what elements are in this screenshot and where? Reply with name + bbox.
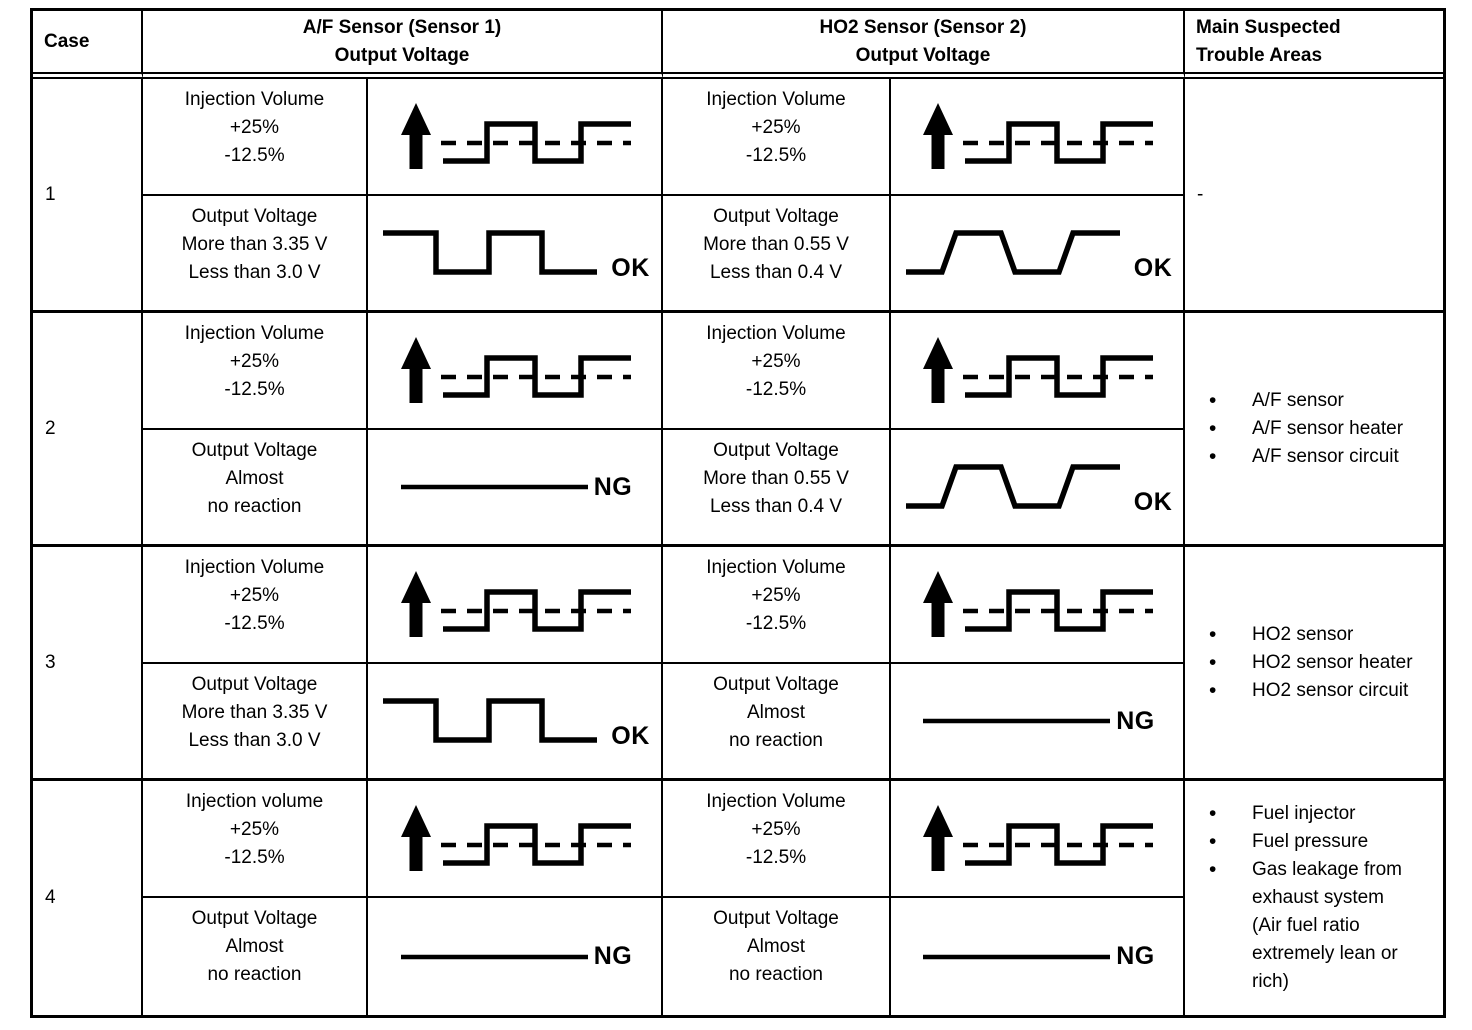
ho2-injection-waveform-case-3 <box>891 547 1185 664</box>
af-injection-label-case-1: Injection Volume +25% -12.5% <box>143 79 368 196</box>
af-output-label-case-2: Output Voltage Almost no reaction <box>143 430 368 547</box>
ho2-output-waveform-case-2: OK <box>891 430 1185 547</box>
ho2-injection-label-case-2: Injection Volume +25% -12.5% <box>663 313 891 430</box>
up-arrow-icon <box>400 102 431 169</box>
trouble-item: A/F sensor circuit <box>1197 443 1437 471</box>
result-label: NG <box>593 472 633 501</box>
af-injection-waveform-case-1 <box>368 79 663 196</box>
ho2-output-waveform-case-3: NG <box>891 664 1185 781</box>
flat-waveform <box>397 455 592 519</box>
af-injection-waveform-case-4 <box>368 781 663 898</box>
header-case: Case <box>33 11 143 79</box>
ho2-output-label-case-3: Output Voltage Almost no reaction <box>663 664 891 781</box>
injection-waveform <box>917 793 1157 885</box>
ho2-injection-waveform-case-2 <box>891 313 1185 430</box>
up-arrow-icon <box>400 804 431 871</box>
af-injection-label-case-3: Injection Volume +25% -12.5% <box>143 547 368 664</box>
ho2-output-label-case-4: Output Voltage Almost no reaction <box>663 898 891 1015</box>
up-arrow-icon <box>400 336 431 403</box>
up-arrow-icon <box>923 336 953 403</box>
trouble-areas-case-2: A/F sensor A/F sensor heater A/F sensor … <box>1185 313 1443 547</box>
up-arrow-icon <box>923 804 953 871</box>
ho2-output-label-case-2: Output Voltage More than 0.55 V Less tha… <box>663 430 891 547</box>
af-output-label-case-3: Output Voltage More than 3.35 V Less tha… <box>143 664 368 781</box>
header-af-sensor: A/F Sensor (Sensor 1) Output Voltage <box>143 11 663 79</box>
square-waveform <box>379 689 609 753</box>
af-output-label-case-1: Output Voltage More than 3.35 V Less tha… <box>143 196 368 313</box>
trapezoid-waveform <box>902 455 1132 519</box>
ho2-output-waveform-case-1: OK <box>891 196 1185 313</box>
af-injection-waveform-case-2 <box>368 313 663 430</box>
up-arrow-icon <box>400 570 431 637</box>
flat-waveform <box>919 689 1114 753</box>
trouble-areas-case-3: HO2 sensor HO2 sensor heater HO2 sensor … <box>1185 547 1443 781</box>
ho2-output-waveform-case-4: NG <box>891 898 1185 1015</box>
trouble-item: Gas leakage from exhaust system (Air fue… <box>1197 856 1437 996</box>
result-label: OK <box>611 253 650 282</box>
trouble-dash: - <box>1197 183 1204 205</box>
af-output-waveform-case-4: NG <box>368 898 663 1015</box>
trouble-areas-case-1: - <box>1185 79 1443 313</box>
injection-waveform <box>395 793 635 885</box>
case-number-2: 2 <box>33 313 143 547</box>
injection-waveform <box>395 91 635 183</box>
trouble-areas-case-4: Fuel injector Fuel pressure Gas leakage … <box>1185 781 1443 1015</box>
case-number-3: 3 <box>33 547 143 781</box>
trouble-item: Fuel injector <box>1197 800 1437 828</box>
af-output-label-case-4: Output Voltage Almost no reaction <box>143 898 368 1015</box>
flat-waveform <box>397 925 592 989</box>
trouble-item: HO2 sensor <box>1197 621 1437 649</box>
af-injection-waveform-case-3 <box>368 547 663 664</box>
trouble-item: HO2 sensor heater <box>1197 649 1437 677</box>
trouble-item: Fuel pressure <box>1197 828 1437 856</box>
af-injection-label-case-2: Injection Volume +25% -12.5% <box>143 313 368 430</box>
af-injection-label-case-4: Injection volume +25% -12.5% <box>143 781 368 898</box>
case-number-4: 4 <box>33 781 143 1015</box>
trapezoid-waveform <box>902 221 1132 285</box>
result-label: OK <box>1133 487 1173 516</box>
trouble-item: HO2 sensor circuit <box>1197 677 1437 705</box>
ho2-injection-waveform-case-4 <box>891 781 1185 898</box>
ho2-injection-label-case-1: Injection Volume +25% -12.5% <box>663 79 891 196</box>
header-ho2-sensor: HO2 Sensor (Sensor 2) Output Voltage <box>663 11 1185 79</box>
trouble-item: A/F sensor <box>1197 387 1437 415</box>
result-label: NG <box>593 942 633 970</box>
up-arrow-icon <box>923 570 953 637</box>
injection-waveform <box>917 325 1157 417</box>
ho2-output-label-case-1: Output Voltage More than 0.55 V Less tha… <box>663 196 891 313</box>
case-number-1: 1 <box>33 79 143 313</box>
ho2-injection-waveform-case-1 <box>891 79 1185 196</box>
ho2-injection-label-case-3: Injection Volume +25% -12.5% <box>663 547 891 664</box>
trouble-item: A/F sensor heater <box>1197 415 1437 443</box>
result-label: OK <box>1133 253 1173 282</box>
injection-waveform <box>395 559 635 651</box>
ho2-injection-label-case-4: Injection Volume +25% -12.5% <box>663 781 891 898</box>
af-output-waveform-case-2: NG <box>368 430 663 547</box>
up-arrow-icon <box>923 102 953 169</box>
square-waveform <box>379 221 609 285</box>
injection-waveform <box>917 559 1157 651</box>
result-label: NG <box>1116 706 1155 735</box>
sensor-diagnostic-table: Case A/F Sensor (Sensor 1) Output Voltag… <box>30 8 1446 1018</box>
result-label: NG <box>1116 942 1155 970</box>
af-output-waveform-case-1: OK <box>368 196 663 313</box>
flat-waveform <box>919 925 1114 989</box>
af-output-waveform-case-3: OK <box>368 664 663 781</box>
result-label: OK <box>611 721 650 750</box>
injection-waveform <box>395 325 635 417</box>
header-trouble-areas: Main Suspected Trouble Areas <box>1185 11 1443 79</box>
injection-waveform <box>917 91 1157 183</box>
